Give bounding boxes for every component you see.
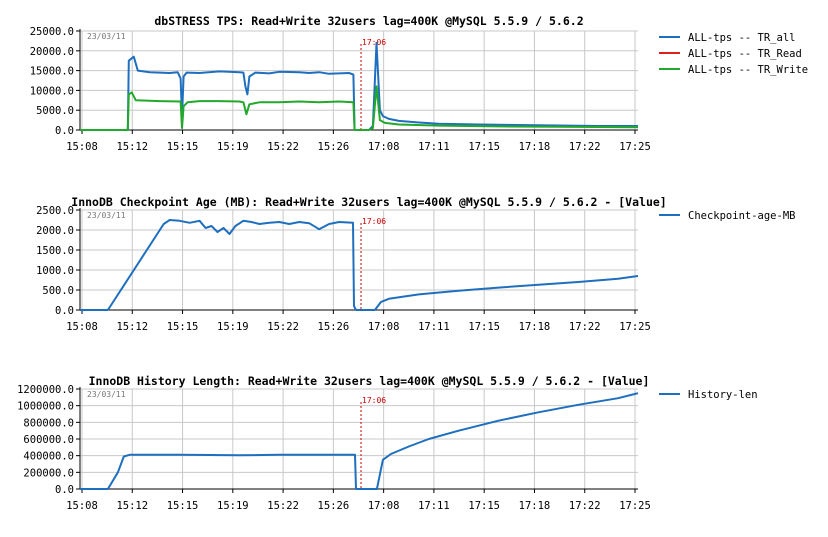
y-tick-label: 200000.0: [23, 467, 74, 479]
x-tick-label: 17:25: [619, 500, 651, 512]
time-marker-label: 17:06: [362, 38, 386, 47]
y-tick-label: 25000.0: [30, 26, 74, 38]
y-tick-label: 1000.0: [36, 265, 74, 277]
y-tick-label: 2000.0: [36, 225, 74, 237]
y-tick-label: 500.0: [42, 285, 74, 297]
y-tick-label: 800000.0: [23, 417, 74, 429]
x-tick-label: 17:22: [569, 141, 601, 153]
y-tick-label: 5000.0: [36, 105, 74, 117]
y-tick-label: 1200000.0: [17, 384, 74, 396]
legend-label: ALL-tps -- TR_all: [688, 32, 795, 44]
date-stamp: 23/03/11: [87, 32, 126, 41]
y-tick-label: 10000.0: [30, 85, 74, 97]
x-tick-label: 17:08: [368, 321, 400, 333]
y-tick-label: 0.0: [55, 484, 74, 496]
x-tick-label: 17:18: [519, 500, 551, 512]
legend-label: ALL-tps -- TR_Write: [688, 64, 808, 76]
x-tick-label: 15:12: [116, 141, 148, 153]
x-tick-label: 17:08: [368, 141, 400, 153]
chart-3: InnoDB History Length: Read+Write 32user…: [17, 374, 757, 512]
x-tick-label: 15:26: [318, 500, 350, 512]
x-tick-label: 15:26: [318, 321, 350, 333]
chart-1: dbSTRESS TPS: Read+Write 32users lag=400…: [30, 14, 808, 153]
x-tick-label: 17:25: [619, 141, 651, 153]
date-stamp: 23/03/11: [87, 211, 126, 220]
x-tick-label: 15:12: [116, 500, 148, 512]
x-tick-label: 15:08: [66, 500, 98, 512]
y-tick-label: 0.0: [55, 305, 74, 317]
y-tick-label: 600000.0: [23, 434, 74, 446]
x-tick-label: 15:19: [217, 321, 249, 333]
x-tick-label: 15:15: [167, 500, 199, 512]
x-tick-label: 15:19: [217, 141, 249, 153]
x-tick-label: 17:18: [519, 141, 551, 153]
x-tick-label: 17:11: [418, 321, 450, 333]
x-tick-label: 15:26: [318, 141, 350, 153]
x-tick-label: 17:22: [569, 500, 601, 512]
chart-title: dbSTRESS TPS: Read+Write 32users lag=400…: [154, 14, 583, 28]
x-tick-label: 17:08: [368, 500, 400, 512]
y-tick-label: 20000.0: [30, 46, 74, 58]
date-stamp: 23/03/11: [87, 390, 126, 399]
y-tick-label: 1500.0: [36, 245, 74, 257]
legend-label: History-len: [688, 389, 758, 401]
time-marker-label: 17:06: [362, 396, 386, 405]
x-tick-label: 17:11: [418, 500, 450, 512]
x-tick-label: 15:15: [167, 141, 199, 153]
y-tick-label: 0.0: [55, 125, 74, 137]
legend-label: ALL-tps -- TR_Read: [688, 48, 802, 60]
x-tick-label: 15:22: [267, 141, 299, 153]
x-tick-label: 17:18: [519, 321, 551, 333]
chart-2: InnoDB Checkpoint Age (MB): Read+Write 3…: [36, 195, 795, 333]
x-tick-label: 17:22: [569, 321, 601, 333]
time-marker-label: 17:06: [362, 217, 386, 226]
x-tick-label: 17:25: [619, 321, 651, 333]
chart-title: InnoDB Checkpoint Age (MB): Read+Write 3…: [71, 195, 666, 209]
x-tick-label: 15:08: [66, 141, 98, 153]
x-tick-label: 17:11: [418, 141, 450, 153]
x-tick-label: 15:22: [267, 500, 299, 512]
chart-title: InnoDB History Length: Read+Write 32user…: [89, 374, 650, 388]
y-tick-label: 400000.0: [23, 451, 74, 463]
series-line-1: [80, 392, 639, 490]
y-tick-label: 1000000.0: [17, 401, 74, 413]
legend-label: Checkpoint-age-MB: [688, 210, 795, 222]
x-tick-label: 15:22: [267, 321, 299, 333]
series-line-1: [80, 41, 638, 131]
x-tick-label: 15:08: [66, 321, 98, 333]
y-tick-label: 2500.0: [36, 205, 74, 217]
x-tick-label: 17:15: [468, 500, 500, 512]
series-line-1: [80, 219, 639, 311]
x-tick-label: 17:15: [468, 141, 500, 153]
x-tick-label: 15:19: [217, 500, 249, 512]
y-tick-label: 15000.0: [30, 66, 74, 78]
x-tick-label: 15:12: [116, 321, 148, 333]
x-tick-label: 17:15: [468, 321, 500, 333]
x-tick-label: 15:15: [167, 321, 199, 333]
series-line-3: [80, 85, 639, 131]
